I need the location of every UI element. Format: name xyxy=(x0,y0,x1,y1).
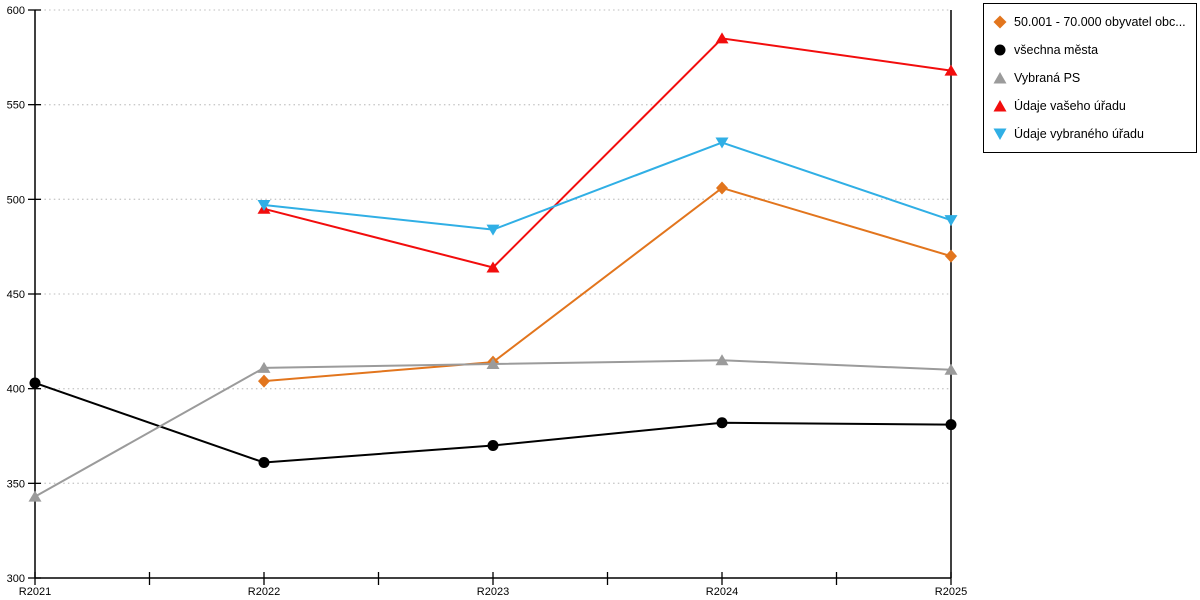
series-4 xyxy=(257,137,958,236)
legend-item-1[interactable]: všechna města xyxy=(993,43,1196,57)
y-tick-label: 500 xyxy=(7,194,25,206)
data-point-4-R2022 xyxy=(257,200,271,212)
legend-label: Údaje vašeho úřadu xyxy=(1014,99,1126,113)
data-point-4-R2023 xyxy=(486,224,500,236)
series-1 xyxy=(29,377,957,469)
data-point-4-R2025 xyxy=(944,215,958,227)
legend-label: 50.001 - 70.000 obyvatel obc... xyxy=(1014,15,1186,29)
series-2 xyxy=(28,354,958,502)
y-tick-label: 450 xyxy=(7,289,25,301)
data-point-2-R2024 xyxy=(715,354,729,366)
data-point-3-R2023 xyxy=(486,261,500,273)
data-point-3-R2024 xyxy=(715,32,729,44)
data-point-1-R2024 xyxy=(716,417,728,429)
data-point-2-R2023 xyxy=(486,358,500,370)
triangle-down-icon xyxy=(993,127,1007,141)
legend-label: všechna města xyxy=(1014,43,1099,57)
x-tick-label: R2025 xyxy=(935,586,967,598)
legend-item-2[interactable]: Vybraná PS xyxy=(993,71,1196,85)
circle-icon xyxy=(993,43,1007,57)
legend-item-0[interactable]: 50.001 - 70.000 obyvatel obc... xyxy=(993,15,1196,29)
series-line-2 xyxy=(34,359,952,498)
series-0 xyxy=(258,181,957,388)
legend: 50.001 - 70.000 obyvatel obc... všechna m… xyxy=(983,3,1197,153)
data-point-1-R2021 xyxy=(29,377,41,389)
x-tick-label: R2024 xyxy=(706,586,738,598)
x-tick-label: R2021 xyxy=(19,586,51,598)
y-tick-label: 350 xyxy=(7,478,25,490)
triangle-up-icon xyxy=(993,99,1007,113)
data-point-0-R2025 xyxy=(945,249,957,263)
series-line-0 xyxy=(263,186,952,383)
legend-item-4[interactable]: Údaje vybraného úřadu xyxy=(993,127,1196,141)
x-tick-label: R2023 xyxy=(477,586,509,598)
diamond-icon xyxy=(993,15,1007,29)
y-tick-label: 600 xyxy=(7,5,25,17)
x-tick-label: R2022 xyxy=(248,586,280,598)
data-point-1-R2022 xyxy=(258,457,270,469)
y-tick-label: 300 xyxy=(7,573,25,585)
legend-item-3[interactable]: Údaje vašeho úřadu xyxy=(993,99,1196,113)
series-line-3 xyxy=(263,37,952,269)
y-tick-label: 400 xyxy=(7,384,25,396)
series-3 xyxy=(257,32,958,273)
data-point-0-R2022 xyxy=(258,374,270,388)
triangle-up-icon xyxy=(993,71,1007,85)
data-point-2-R2021 xyxy=(28,490,42,502)
series-line-4 xyxy=(263,141,952,231)
data-point-2-R2022 xyxy=(257,361,271,373)
data-point-2-R2025 xyxy=(944,363,958,375)
data-point-4-R2024 xyxy=(715,137,729,149)
data-point-0-R2024 xyxy=(716,181,728,195)
data-point-1-R2025 xyxy=(945,419,957,431)
legend-label: Údaje vybraného úřadu xyxy=(1014,127,1144,141)
y-tick-label: 550 xyxy=(7,100,25,112)
data-point-1-R2023 xyxy=(487,439,499,451)
legend-label: Vybraná PS xyxy=(1014,71,1081,85)
data-point-3-R2025 xyxy=(944,64,958,76)
